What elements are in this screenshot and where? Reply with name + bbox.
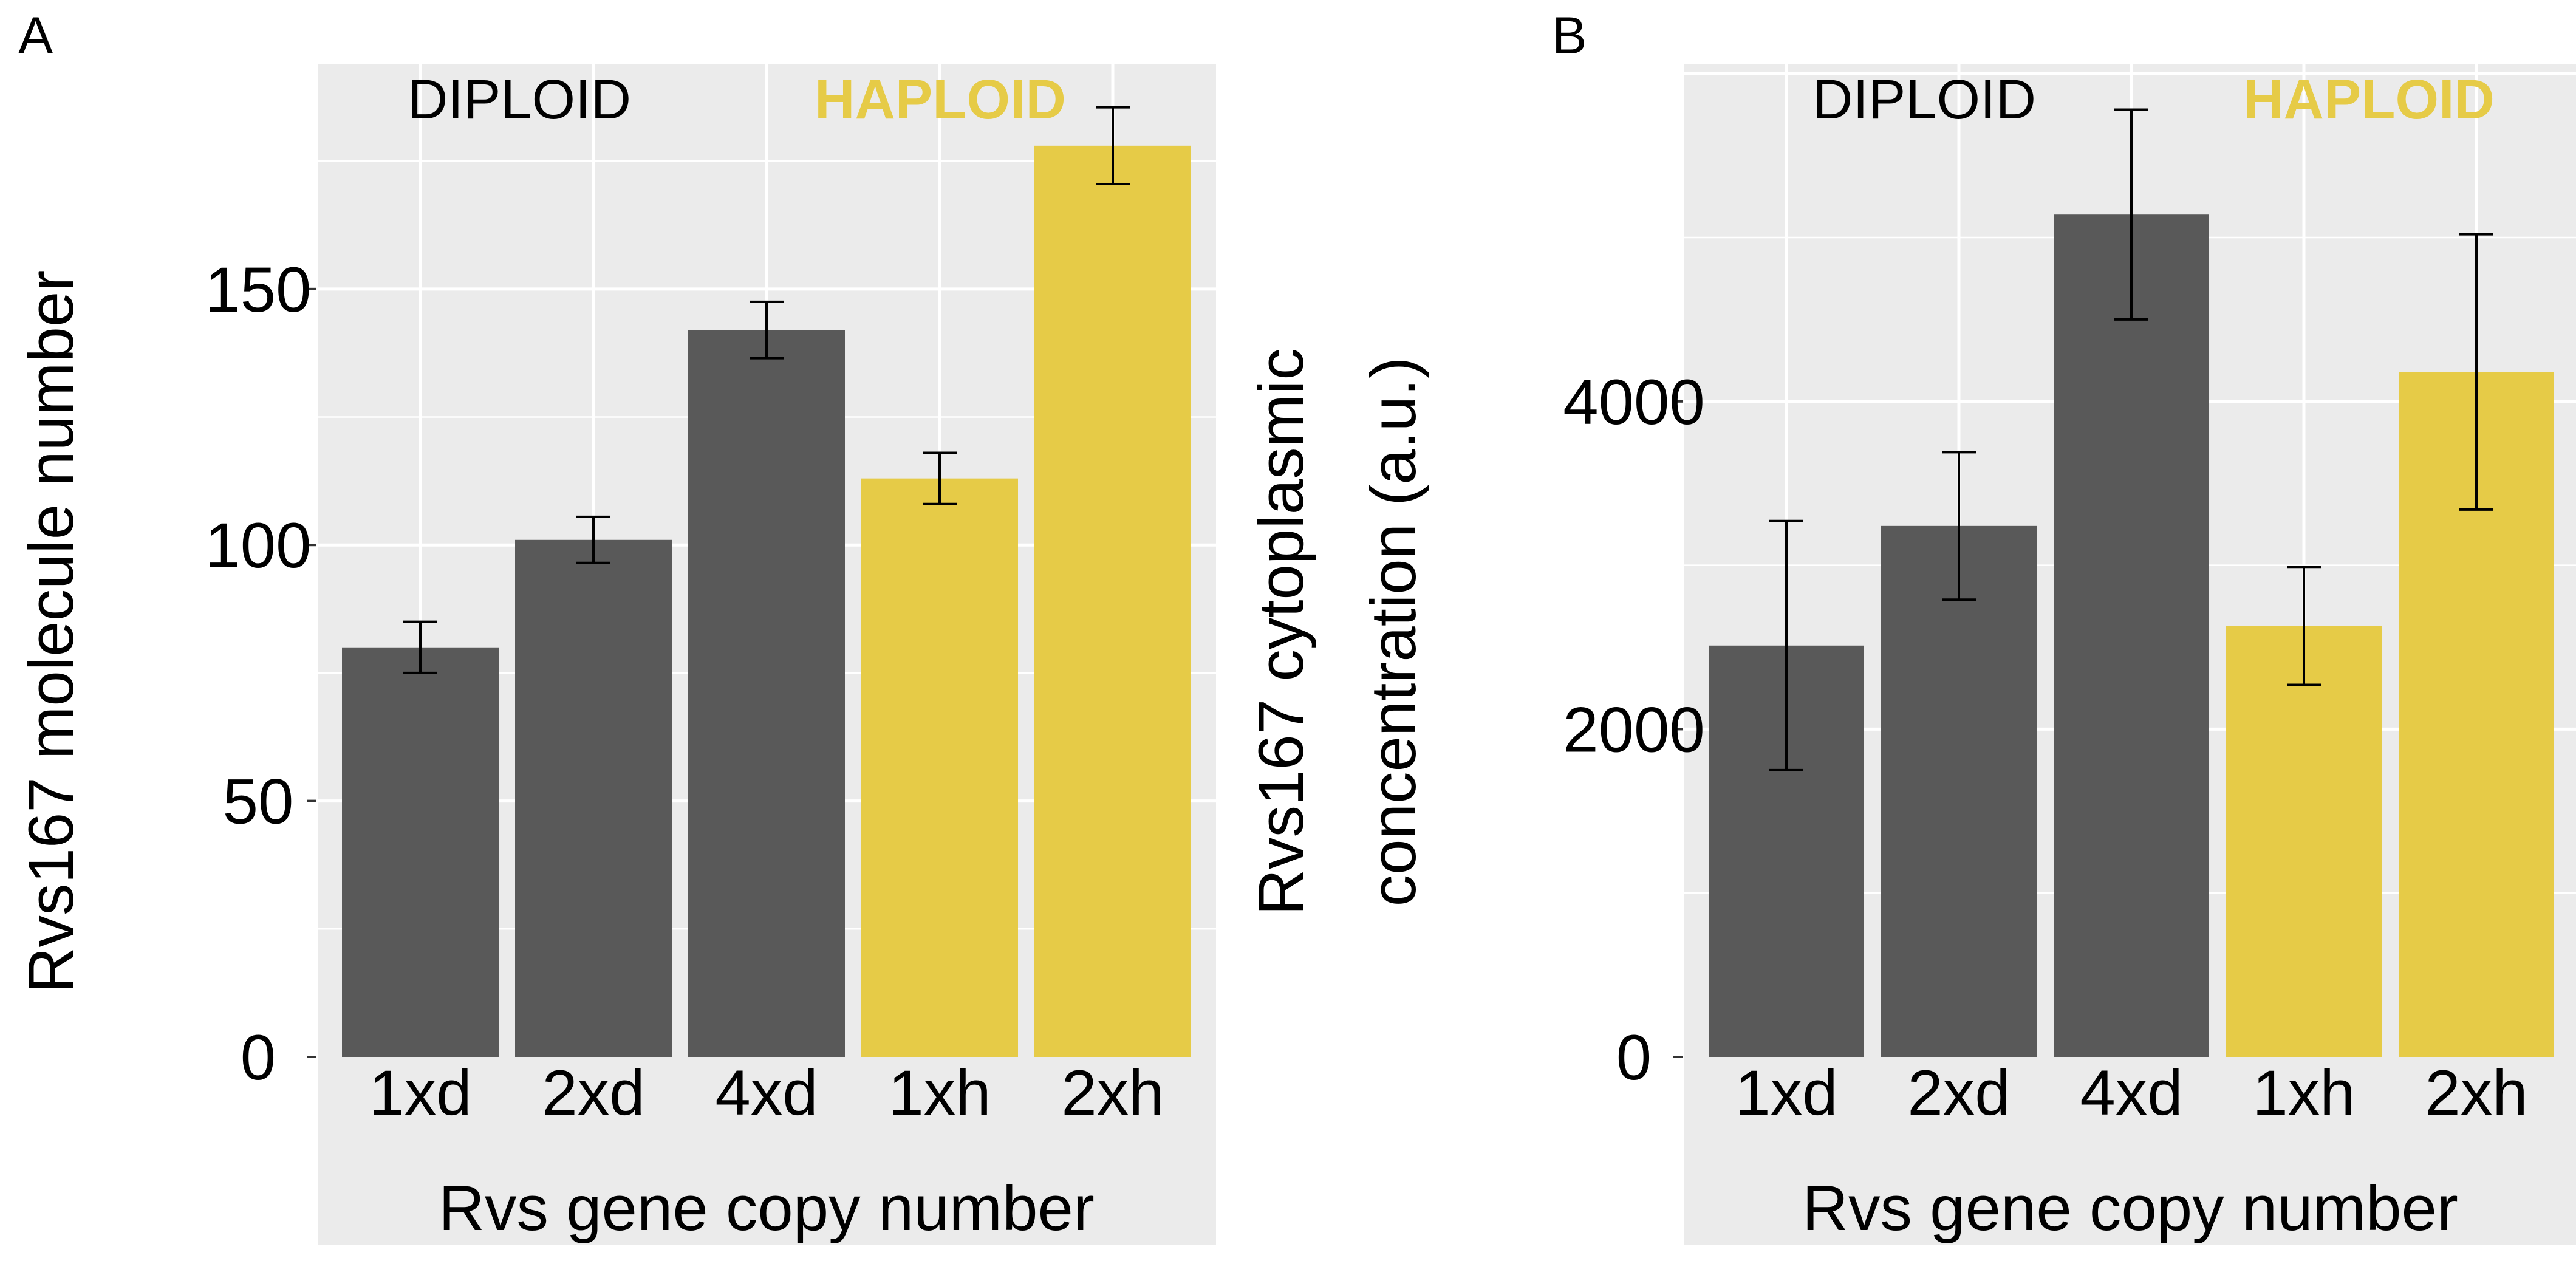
bar-2xd: [1881, 525, 2037, 1057]
panel-a-bars: [342, 145, 1191, 1058]
error-bar-2xd: [576, 515, 610, 564]
x-tick-label: 1xh: [888, 1058, 991, 1129]
bar-2xh: [1034, 145, 1191, 1058]
panel-a-letter: A: [18, 7, 53, 65]
panel-a-haploid-label: HAPLOID: [815, 69, 1066, 131]
y-tick-label: 0: [241, 1022, 276, 1093]
error-bar-4xd: [750, 300, 784, 360]
panel-a-x-ticks: 1xd 2xd 4xd 1xh 2xh: [369, 1058, 1164, 1129]
panel-a-x-axis-title: Rvs gene copy number: [439, 1173, 1095, 1244]
x-tick-label: 2xd: [542, 1058, 644, 1129]
error-bar-1xh: [923, 451, 957, 505]
y-tick-label: 0: [1616, 1022, 1652, 1093]
panel-a-error-bars: [403, 106, 1130, 674]
panel-b-x-ticks: 1xd 2xd 4xd 1xh 2xh: [1735, 1058, 2527, 1129]
panel-a-y-ticks: 0 50 100 150: [205, 255, 316, 1093]
error-bar-4xd: [2114, 108, 2148, 321]
x-tick-label: 2xh: [2425, 1058, 2527, 1129]
y-tick-label: 50: [223, 767, 294, 838]
panel-b-bars: [1709, 214, 2554, 1058]
panel-b: B 0 2000 4000 1xd 2xd 4xd 1xh 2xh DIPLOID HAPL…: [1246, 7, 2576, 1245]
panel-b-letter: B: [1552, 7, 1587, 65]
x-tick-label: 1xd: [1735, 1058, 1837, 1129]
bar-1xh: [2226, 626, 2382, 1057]
bar-4xd: [688, 330, 845, 1057]
panel-b-haploid-label: HAPLOID: [2243, 69, 2495, 131]
x-tick-label: 4xd: [715, 1058, 818, 1129]
x-tick-label: 1xd: [369, 1058, 471, 1129]
bar-1xh: [861, 478, 1018, 1057]
x-tick-label: 2xh: [1061, 1058, 1164, 1129]
error-bar-1xd: [1769, 519, 1803, 771]
panel-b-error-bars: [1769, 108, 2493, 771]
x-tick-label: 2xd: [1907, 1058, 2010, 1129]
error-bar-1xd: [403, 620, 437, 674]
bar-2xd: [515, 539, 672, 1057]
bar-4xd: [2054, 214, 2209, 1058]
y-tick-label: 100: [205, 510, 311, 581]
y-tick-label: 150: [205, 255, 311, 326]
y-tick-label: 4000: [1563, 367, 1705, 438]
panel-b-y-axis-title-line-2: concentration (a.u.): [1358, 357, 1429, 907]
error-bar-2xh: [2459, 233, 2493, 511]
panel-b-y-ticks: 0 2000 4000: [1563, 367, 1705, 1093]
panel-b-diploid-label: DIPLOID: [1812, 69, 2036, 131]
error-bar-2xh: [1096, 106, 1130, 186]
panel-a-y-axis-title: Rvs167 molecule number: [16, 270, 87, 994]
error-bar-1xh: [2287, 566, 2321, 686]
x-tick-label: 1xh: [2252, 1058, 2355, 1129]
y-tick-label: 2000: [1563, 694, 1705, 765]
error-bar-2xd: [1942, 451, 1976, 601]
x-tick-label: 4xd: [2080, 1058, 2182, 1129]
panel-a: A 0 50 100 150 1xd 2xd 4xd 1xh 2xh DIPLOID HAPL…: [16, 7, 1216, 1245]
panel-a-diploid-label: DIPLOID: [408, 69, 631, 131]
panel-b-x-axis-title: Rvs gene copy number: [1802, 1173, 2458, 1244]
panel-b-y-axis-title-line-1: Rvs167 cytoplasmic: [1246, 348, 1317, 915]
bar-1xd: [342, 647, 499, 1057]
